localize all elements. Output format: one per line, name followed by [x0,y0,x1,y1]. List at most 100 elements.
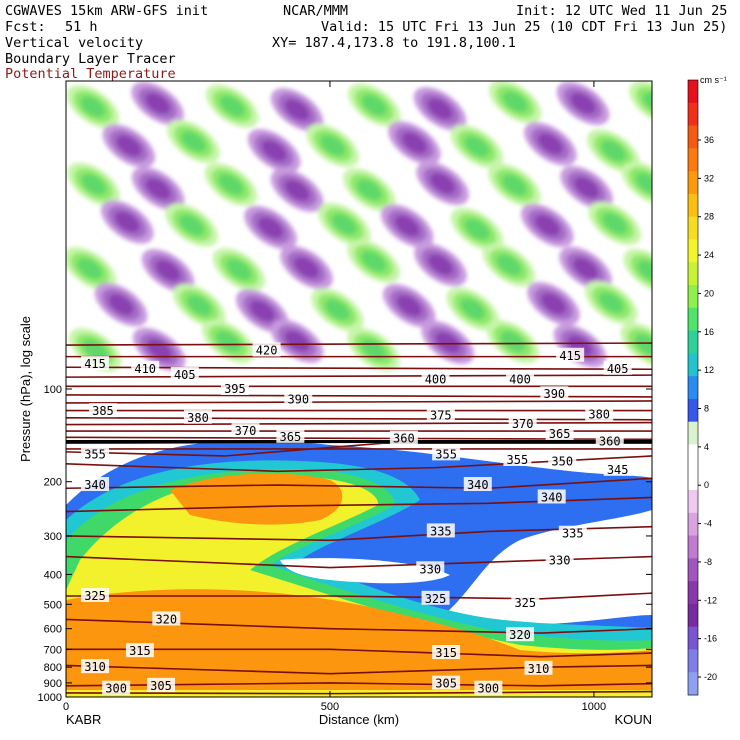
velocity-cell [219,95,245,117]
theta-label: 335 [430,524,452,538]
model-title: CGWAVES 15km ARW-GFS init [5,3,209,19]
forecast-label: Fcst: [5,19,46,35]
valid-time: Valid: 15 UTC Fri 13 Jun 25 (10 CDT Fri … [321,19,728,35]
colorbar-swatch [688,102,698,127]
velocity-cell [427,98,453,120]
theta-label-bg [131,360,160,375]
theta-label-bg [585,406,614,421]
colorbar-tick-label: 16 [704,327,714,337]
colorbar-swatch [688,330,698,354]
velocity-cell [186,295,212,316]
colorbar-swatch [688,535,698,559]
theta-label-bg [81,659,110,674]
theta-label-bg [432,446,461,461]
velocity-cell [541,293,566,315]
theta-label-bg [603,360,632,375]
colorbar-swatch [688,603,698,628]
theta-label: 360 [599,434,621,448]
colorbar-tick-label: 0 [704,480,709,490]
theta-label: 340 [84,478,106,492]
velocity-cell [637,260,652,281]
y-tick-label: 400 [44,569,62,581]
field-potential-temperature: Potential Temperature [5,66,176,82]
theta-label: 385 [92,404,114,418]
theta-label-bg [545,426,574,441]
theta-label: 310 [84,660,106,674]
velocity-cell [356,179,382,201]
theta-label-bg [548,453,577,468]
theta-label: 340 [467,478,489,492]
theta-label-bg [81,477,110,492]
colorbar-swatch [688,444,698,468]
velocity-cell [601,140,626,162]
colorbar: 36 32 28 24 20 16 12 8 4 0 -4 -8 -12 -16 -20 [687,79,717,696]
theta-label-bg [508,416,537,431]
theta-label: 380 [588,407,610,421]
theta-contour [66,342,652,346]
theta-label-bg [540,386,569,401]
theta-label-bg [81,446,110,461]
velocity-cell [325,299,350,321]
velocity-cell [464,136,490,157]
theta-label: 320 [509,628,531,642]
velocity-cell [402,132,427,154]
velocity-cell [570,92,596,114]
theta-label-bg [416,561,445,576]
colorbar-swatch [688,490,698,514]
velocity-cell [145,178,171,200]
velocity-cell [284,99,310,121]
theta-label: 305 [435,677,457,691]
theta-label-bg [524,660,553,675]
velocity-cell [602,213,628,234]
theta-label: 335 [562,527,584,541]
y-tick-label: 700 [44,644,62,656]
colorbar-swatch [688,626,698,650]
theta-label: 315 [435,646,457,660]
theta-label: 365 [549,427,571,441]
colorbar-swatch [688,512,698,537]
left-station-label: KABR [66,712,101,727]
theta-label-bg [537,489,566,504]
theta-label: 315 [129,644,151,658]
theta-label-bg [545,552,574,567]
x-axis: 0 500 1000 [63,81,606,713]
theta-label: 370 [512,417,534,431]
theta-label: 400 [509,372,531,386]
theta-label-bg [147,677,176,692]
colorbar-swatch [688,649,698,673]
theta-contour [66,400,652,404]
velocity-cell [332,213,357,235]
colorbar-tick-label: 32 [704,173,714,183]
theta-contour [66,477,652,490]
colorbar-tick-label: 8 [704,404,709,414]
theta-contour [66,442,652,457]
velocity-cell [435,332,461,353]
x-tick-label: 0 [63,701,69,713]
theta-label-bg [595,433,624,448]
colorbar-units: cm s⁻¹ [700,75,727,85]
theta-label: 410 [134,362,156,376]
velocity-cell [80,96,106,117]
theta-label: 325 [84,589,106,603]
theta-label-bg [220,381,249,395]
field-boundary-layer-tracer: Boundary Layer Tracer [5,51,176,67]
colorbar-swatch [688,125,698,149]
velocity-cell [218,174,244,195]
theta-label-bg [152,611,181,626]
x-tick-label: 1000 [582,701,606,713]
theta-label: 405 [607,362,629,376]
colorbar-swatch [688,171,698,195]
theta-label-bg [603,461,632,476]
theta-contour [66,690,652,695]
colorbar-swatch [688,672,698,696]
theta-label-bg [81,588,110,603]
colorbar-tick-label: 12 [704,365,714,375]
theta-contour [66,455,652,473]
theta-label-bg [503,451,532,466]
theta-label-bg [252,342,281,357]
colorbar-swatch [688,193,698,218]
theta-label-bg [432,645,461,660]
cross-section-endpoints: XY= 187.4,173.8 to 191.8,100.1 [272,35,516,51]
theta-contour [66,374,652,378]
y-tick-label: 600 [44,624,62,636]
